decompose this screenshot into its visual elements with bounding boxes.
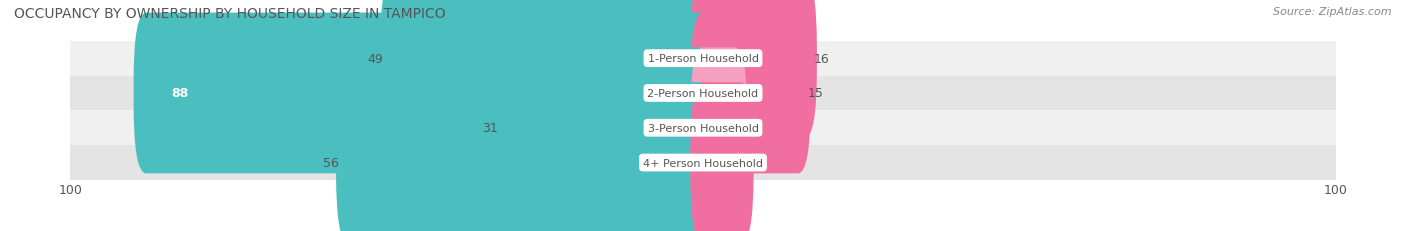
FancyBboxPatch shape [690, 0, 817, 139]
FancyBboxPatch shape [380, 0, 716, 139]
Text: 4+ Person Household: 4+ Person Household [643, 158, 763, 168]
Text: 6: 6 [751, 156, 758, 169]
FancyBboxPatch shape [70, 42, 1336, 76]
Text: 15: 15 [807, 87, 824, 100]
Text: 49: 49 [368, 52, 384, 65]
Text: 88: 88 [172, 87, 188, 100]
FancyBboxPatch shape [690, 48, 748, 208]
Text: 16: 16 [814, 52, 830, 65]
Text: OCCUPANCY BY OWNERSHIP BY HOUSEHOLD SIZE IN TAMPICO: OCCUPANCY BY OWNERSHIP BY HOUSEHOLD SIZE… [14, 7, 446, 21]
FancyBboxPatch shape [690, 14, 810, 174]
Text: 3-Person Household: 3-Person Household [648, 123, 758, 133]
Text: Source: ZipAtlas.com: Source: ZipAtlas.com [1274, 7, 1392, 17]
FancyBboxPatch shape [70, 146, 1336, 180]
Text: 1-Person Household: 1-Person Household [648, 54, 758, 64]
Text: 31: 31 [482, 122, 498, 135]
Text: 56: 56 [323, 156, 339, 169]
FancyBboxPatch shape [134, 14, 716, 174]
Text: 5: 5 [744, 122, 752, 135]
FancyBboxPatch shape [70, 111, 1336, 146]
FancyBboxPatch shape [336, 83, 716, 231]
Text: 2-Person Household: 2-Person Household [647, 88, 759, 99]
FancyBboxPatch shape [70, 76, 1336, 111]
Legend: Owner-occupied, Renter-occupied: Owner-occupied, Renter-occupied [568, 227, 838, 231]
FancyBboxPatch shape [495, 48, 716, 208]
FancyBboxPatch shape [690, 83, 754, 231]
